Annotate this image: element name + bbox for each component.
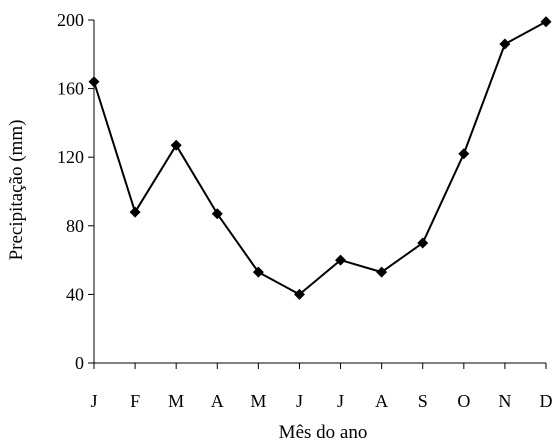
data-point-marker xyxy=(499,38,511,50)
data-point-marker xyxy=(170,139,182,151)
x-tick-label: O xyxy=(457,391,470,411)
x-tick-label: A xyxy=(375,391,388,411)
y-tick-label: 80 xyxy=(66,216,84,236)
data-point-marker xyxy=(376,266,388,278)
x-tick-label: A xyxy=(211,391,224,411)
data-point-marker xyxy=(335,254,347,266)
x-tick-label: M xyxy=(250,391,266,411)
y-tick-label: 200 xyxy=(57,10,84,30)
x-tick-label: M xyxy=(168,391,184,411)
x-tick-label: J xyxy=(90,391,97,411)
x-tick-label: S xyxy=(418,391,428,411)
x-tick-label: J xyxy=(296,391,303,411)
y-tick-label: 160 xyxy=(57,79,84,99)
data-point-marker xyxy=(88,76,100,88)
x-axis-title: Mês do ano xyxy=(279,422,368,443)
data-point-marker xyxy=(540,16,552,28)
series-group xyxy=(88,16,552,300)
data-point-marker xyxy=(417,237,429,249)
x-tick-label: N xyxy=(498,391,511,411)
data-point-marker xyxy=(129,206,141,218)
y-axis-title: Precipitação (mm) xyxy=(6,120,27,261)
y-tick-label: 120 xyxy=(57,147,84,167)
y-tick-label: 0 xyxy=(75,353,84,373)
data-point-marker xyxy=(458,148,470,160)
x-tick-label: J xyxy=(337,391,344,411)
x-tick-label: D xyxy=(540,391,553,411)
chart-axes xyxy=(93,20,546,364)
y-axis-ticks: 0 40 80 120 160 200 xyxy=(57,10,94,373)
x-tick-label: F xyxy=(130,391,140,411)
data-point-marker xyxy=(293,288,305,300)
y-tick-label: 40 xyxy=(66,284,84,304)
data-point-marker xyxy=(211,208,223,220)
data-point-marker xyxy=(252,266,264,278)
series-line xyxy=(93,20,547,296)
